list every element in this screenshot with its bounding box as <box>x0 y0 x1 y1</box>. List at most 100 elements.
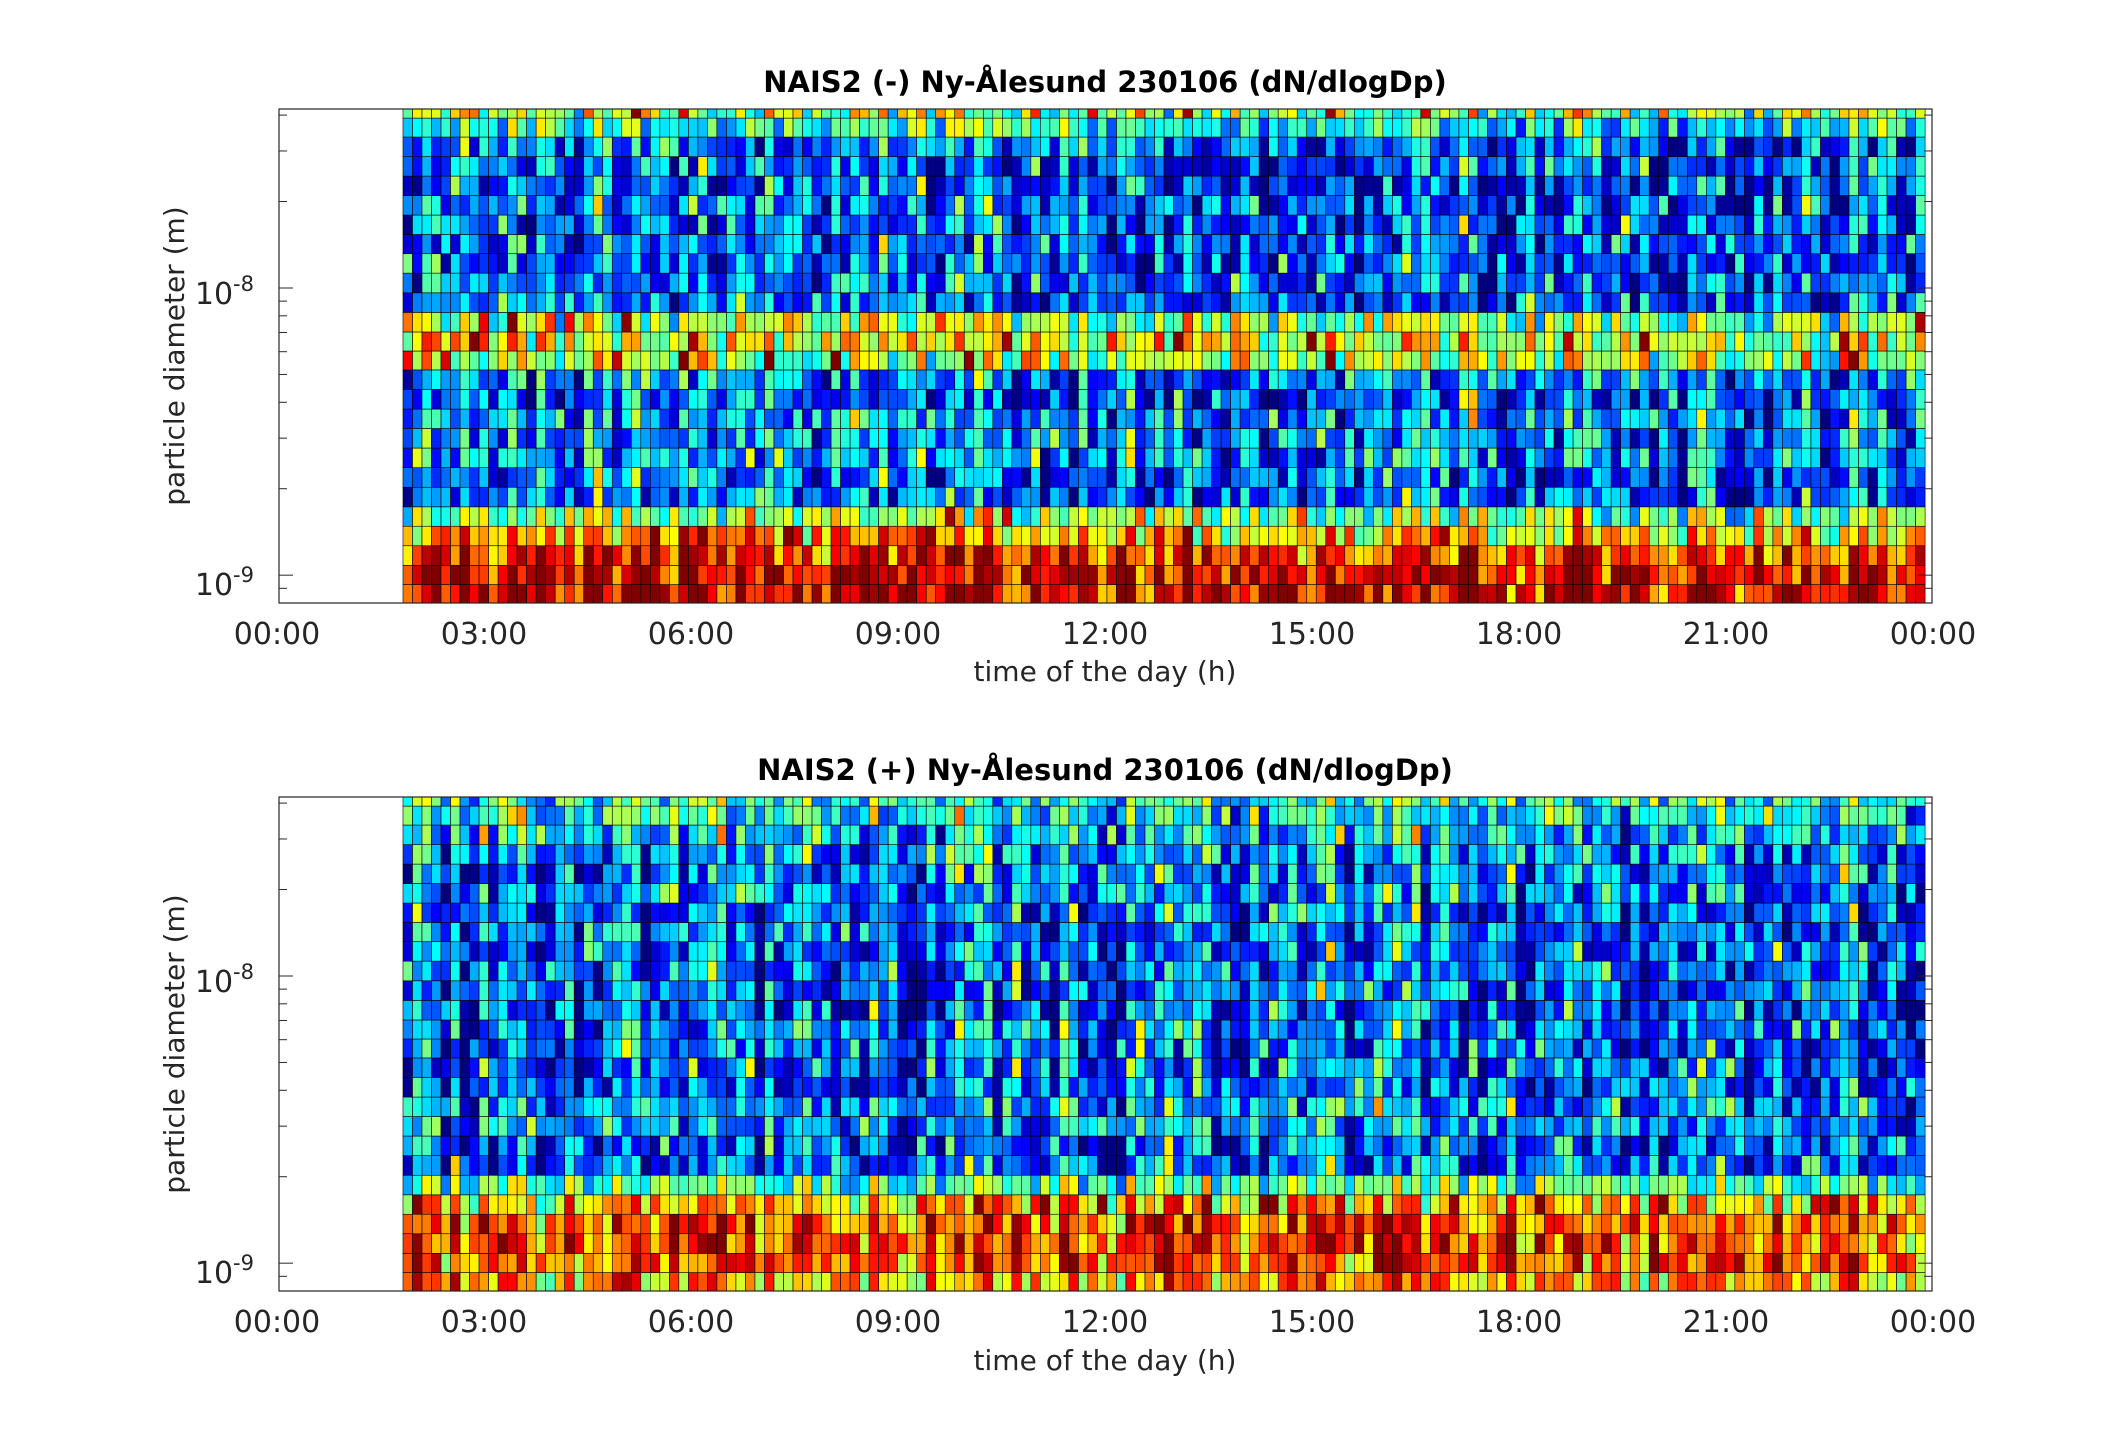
panel-1-heatmap-cell <box>554 486 566 508</box>
panel-1-heatmap-cell <box>707 584 718 604</box>
panel-1-heatmap-cell <box>1886 389 1897 410</box>
panel-1-heatmap-cell <box>488 195 499 216</box>
panel-1-heatmap-cell <box>773 156 784 177</box>
panel-1-heatmap-cell <box>688 545 699 566</box>
panel-2-heatmap-cell <box>402 941 413 962</box>
panel-1-heatmap-cell <box>450 408 461 429</box>
panel-1-heatmap-cell <box>982 506 994 527</box>
panel-1-heatmap-cell <box>1782 486 1793 508</box>
panel-1-heatmap-cell <box>821 565 832 585</box>
panel-2-heatmap-cell <box>564 1174 575 1196</box>
panel-1-heatmap-cell <box>1629 565 1641 585</box>
panel-1-heatmap-cell <box>1411 156 1422 177</box>
panel-1-heatmap-cell <box>1839 545 1850 566</box>
panel-1-heatmap-cell <box>1839 214 1850 235</box>
panel-1-heatmap-cell <box>1782 408 1793 429</box>
panel-1-heatmap-cell <box>535 428 546 449</box>
panel-1-heatmap-cell <box>1839 447 1850 468</box>
panel-1-heatmap-cell <box>1677 108 1688 119</box>
panel-1-heatmap-cell <box>849 234 860 255</box>
panel-1-heatmap-cell <box>688 312 699 333</box>
panel-1-heatmap-cell <box>745 525 756 547</box>
panel-1-heatmap-cell <box>1544 214 1555 235</box>
panel-1-heatmap-cell <box>1420 467 1431 488</box>
panel-1-heatmap-cell <box>935 175 946 196</box>
panel-1-heatmap-cell <box>897 156 908 177</box>
panel-1-heatmap-cell <box>1525 253 1536 274</box>
panel-1-heatmap-cell <box>1144 389 1155 410</box>
panel-1-heatmap-cell <box>792 331 803 352</box>
panel-1-heatmap-cell <box>1106 195 1117 216</box>
panel-1-heatmap-cell <box>849 175 860 196</box>
panel-1-heatmap-cell <box>1392 369 1403 390</box>
panel-1-heatmap-cell <box>1544 467 1555 488</box>
panel-1-heatmap-cell <box>697 108 708 119</box>
panel-1-heatmap-cell <box>1049 350 1060 371</box>
panel-1-heatmap-cell <box>526 272 537 294</box>
panel-2-heatmap-cell <box>497 1019 508 1040</box>
panel-1-heatmap-cell <box>1230 428 1241 449</box>
panel-1-heatmap-cell <box>1763 331 1774 352</box>
panel-1-heatmap-cell <box>935 408 946 429</box>
panel-1-heatmap-cell <box>954 331 965 352</box>
panel-2-heatmap-cell <box>669 1194 680 1215</box>
panel-2-heatmap-cell <box>412 922 423 943</box>
panel-1-heatmap-cell <box>1820 156 1831 177</box>
panel-1-heatmap-cell <box>764 108 775 119</box>
panel-1-heatmap-cell <box>1772 272 1783 294</box>
panel-1-heatmap-cell <box>1544 117 1555 138</box>
panel-1-heatmap-cell <box>1287 234 1298 255</box>
panel-1-heatmap-cell <box>735 156 746 177</box>
panel-1-heatmap-cell <box>1382 108 1393 119</box>
panel-1-heatmap-cell <box>1439 331 1450 352</box>
panel-1-heatmap-cell <box>1782 525 1793 547</box>
panel-1-heatmap-cell <box>1458 565 1469 585</box>
panel-1-heatmap-cell <box>982 408 994 429</box>
panel-1-heatmap-cell <box>1515 108 1526 119</box>
panel-1-heatmap-cell <box>1620 195 1631 216</box>
panel-1-heatmap-cell <box>1144 214 1155 235</box>
panel-1-heatmap-cell <box>1877 525 1888 547</box>
panel-1-heatmap-cell <box>1591 331 1602 352</box>
panel-1-heatmap-cell <box>1801 136 1812 157</box>
panel-1-heatmap-cell <box>1915 350 1926 371</box>
panel-1-heatmap-cell <box>1087 506 1098 527</box>
panel-1-heatmap-cell <box>1430 292 1441 313</box>
panel-1-heatmap-cell <box>1772 545 1783 566</box>
panel-1-heatmap-cell <box>1810 331 1821 352</box>
panel-1-heatmap-cell <box>1753 506 1764 527</box>
panel-2-heatmap-cell <box>526 922 537 943</box>
panel-1-heatmap-cell <box>1848 195 1859 216</box>
panel-1-heatmap-cell <box>431 195 442 216</box>
panel-1-heatmap-cell <box>821 408 832 429</box>
panel-1-heatmap-cell <box>1753 195 1764 216</box>
panel-1-heatmap-cell <box>1458 292 1469 313</box>
panel-2-heatmap-cell <box>478 922 489 943</box>
panel-1-heatmap-cell <box>497 331 508 352</box>
panel-1-heatmap-cell <box>840 234 851 255</box>
panel-2-heatmap-cell <box>412 883 423 904</box>
panel-1-heatmap-cell <box>707 486 718 508</box>
panel-2-heatmap-cell <box>526 1135 537 1156</box>
panel-1-heatmap-cell <box>1867 292 1878 313</box>
panel-1-heatmap-cell <box>1620 175 1631 196</box>
panel-1-heatmap-cell <box>1135 369 1146 390</box>
panel-1-heatmap-cell <box>1572 156 1583 177</box>
panel-1-heatmap-cell <box>1639 525 1650 547</box>
panel-1-heatmap-cell <box>1325 350 1336 371</box>
panel-1-heatmap-cell <box>1125 156 1136 177</box>
panel-1-heatmap-cell <box>1097 272 1108 294</box>
panel-2-heatmap-cell <box>564 1038 575 1059</box>
panel-1-heatmap-cell <box>1648 447 1660 468</box>
panel-2-heatmap-cell <box>659 1096 670 1117</box>
panel-1-heatmap-cell <box>849 350 860 371</box>
panel-1-heatmap-cell <box>1239 312 1250 333</box>
panel-2-heatmap-cell <box>440 883 451 904</box>
panel-1-heatmap-cell <box>1097 108 1108 119</box>
panel-1-heatmap-cell <box>1002 369 1013 390</box>
panel-1-heatmap-cell <box>497 369 508 390</box>
panel-2-heatmap-cell <box>545 844 556 865</box>
panel-1-heatmap-cell <box>982 214 994 235</box>
panel-1-heatmap-cell <box>811 584 822 604</box>
panel-1-heatmap-cell <box>1097 117 1108 138</box>
